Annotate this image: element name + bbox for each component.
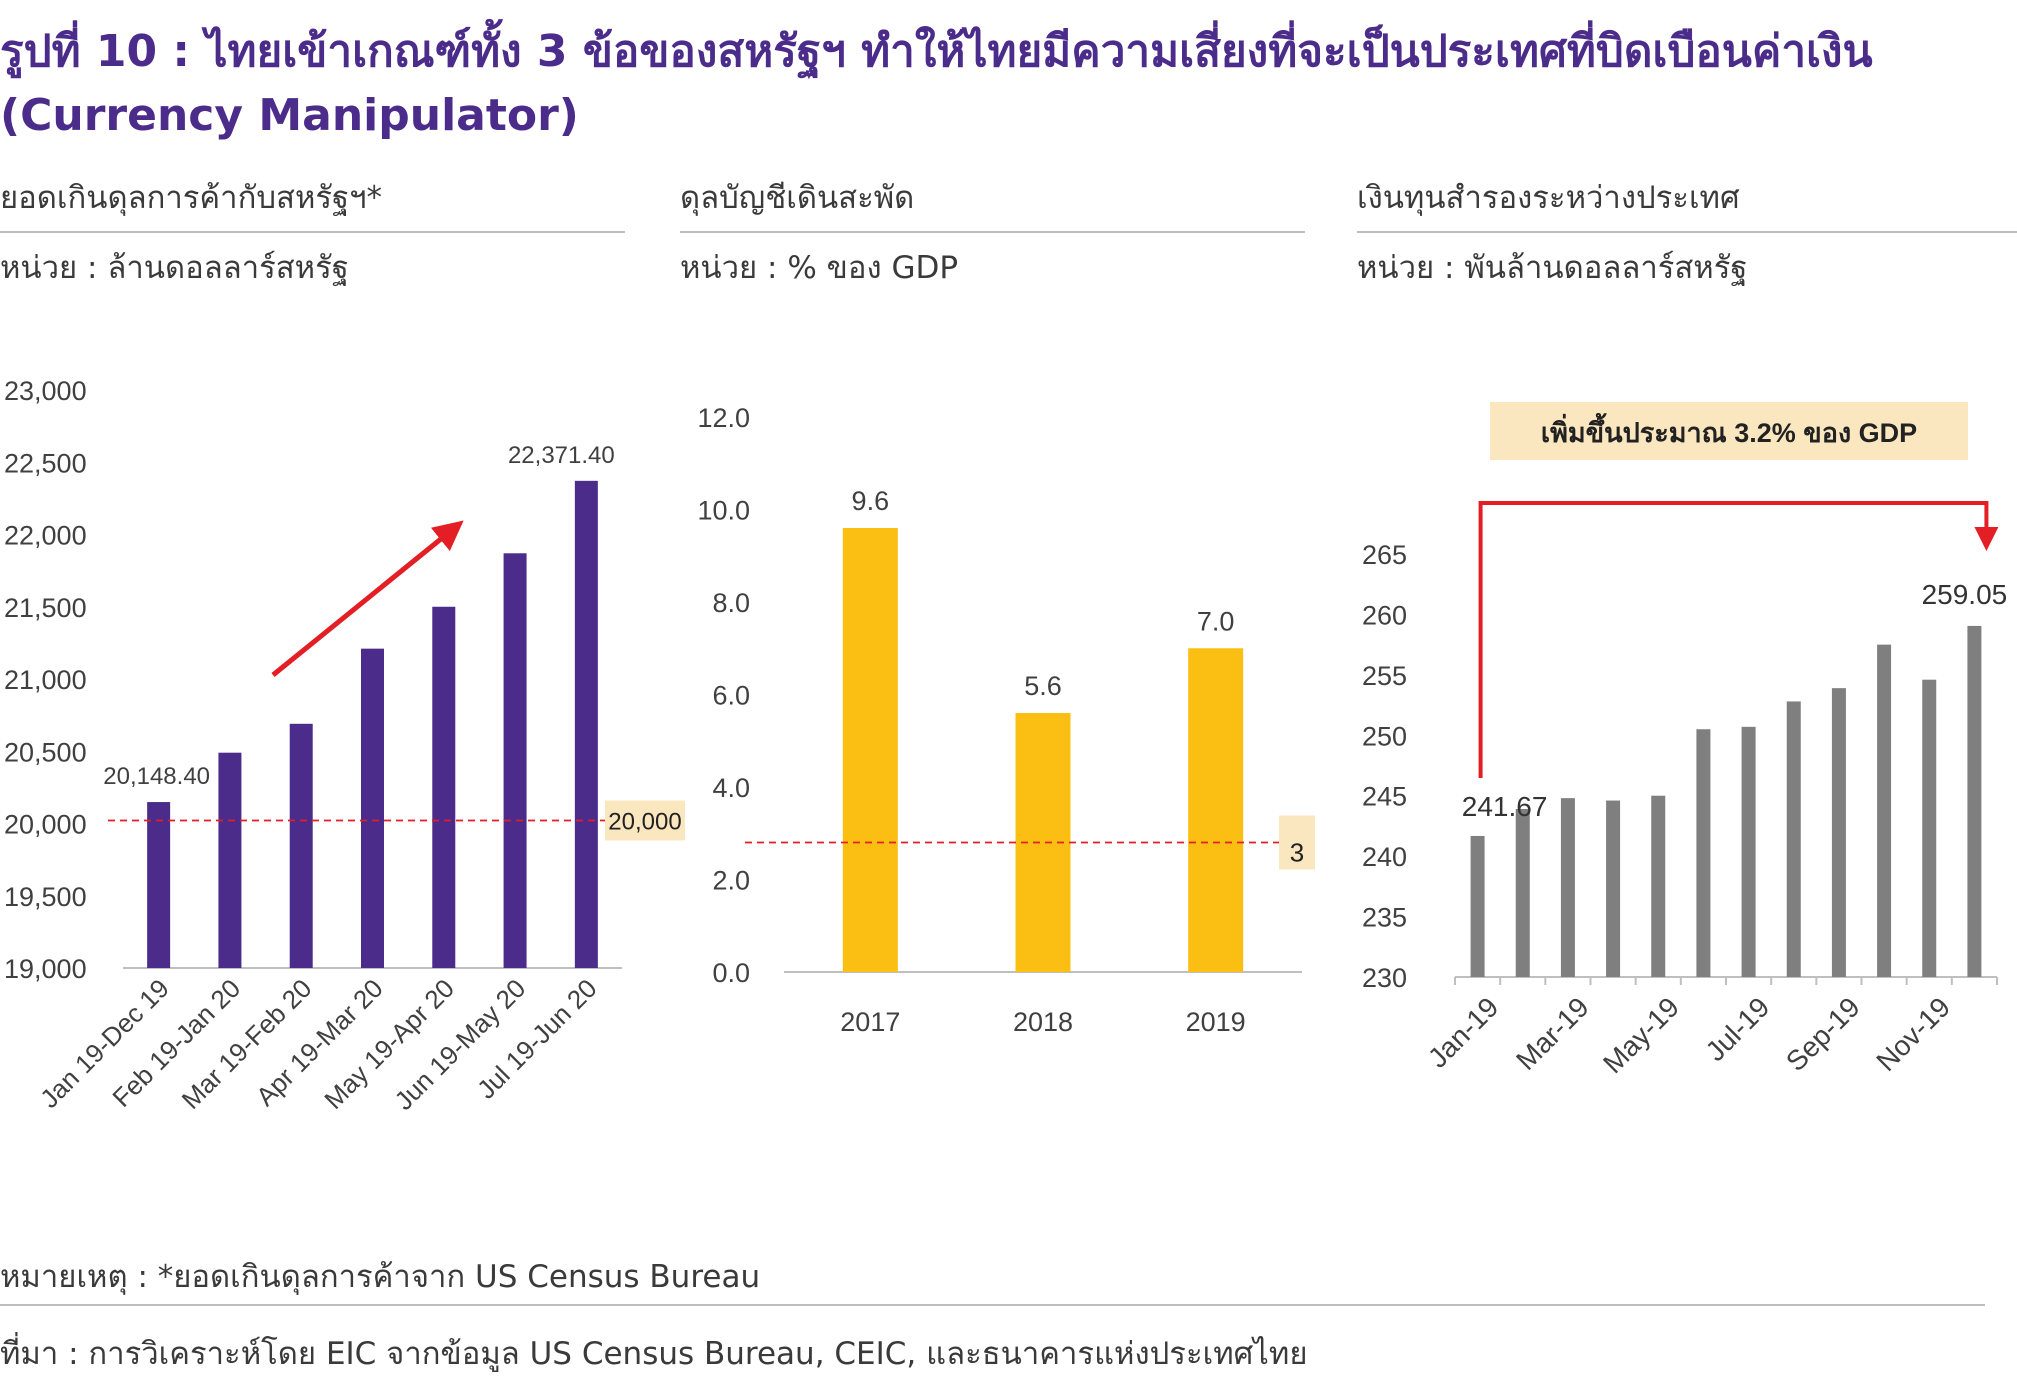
footnote-note: หมายเหตุ : *ยอดเกินดุลการค้าจาก US Censu… xyxy=(0,1259,761,1295)
chart2-y-tick: 0.0 xyxy=(712,958,750,988)
chart3-x-tick: Nov-19 xyxy=(1870,991,1956,1077)
chart3-bar xyxy=(1922,679,1937,977)
footnote-source: ที่มา : การวิเคราะห์โดย EIC จากข้อมูล US… xyxy=(0,1336,1308,1372)
panel1-unit: หน่วย : ล้านดอลลาร์สหรัฐ xyxy=(0,250,349,286)
panel2-title: ดุลบัญชีเดินสะพัด xyxy=(680,180,915,216)
chart1-bar xyxy=(289,723,313,968)
panel2-rule xyxy=(680,231,1305,233)
chart2-threshold-label: 3 xyxy=(1290,838,1304,868)
panel3-rule xyxy=(1357,231,2017,233)
chart2-y-tick: 10.0 xyxy=(697,496,750,526)
chart3-y-tick: 230 xyxy=(1362,963,1407,993)
chart3-y-tick: 255 xyxy=(1362,661,1407,691)
chart3-bar xyxy=(1877,644,1892,977)
chart1-bar xyxy=(574,480,598,968)
chart3-x-tick: Jul-19 xyxy=(1700,991,1776,1067)
trade-surplus-chart: 19,000 19,500 20,000 20,500 21,000 21,500 22,0… xyxy=(4,376,685,1116)
chart3-bar xyxy=(1696,729,1711,977)
chart1-bar xyxy=(432,606,456,968)
panel3-title: เงินทุนสำรองระหว่างประเทศ xyxy=(1357,180,1740,216)
chart2-bar xyxy=(842,528,898,972)
panel1-title: ยอดเกินดุลการค้ากับสหรัฐฯ* xyxy=(0,180,383,216)
chart2-value-label: 7.0 xyxy=(1197,606,1235,636)
chart1-y-tick: 20,000 xyxy=(4,810,87,840)
chart2-bar xyxy=(1188,648,1244,972)
chart2-value-label: 5.6 xyxy=(1024,671,1062,701)
chart3-x-tick: Mar-19 xyxy=(1510,991,1595,1076)
reserves-chart: 230 235 240 245 250 255 260 265 Jan-19 Mar-19 May-… xyxy=(1362,402,2007,1079)
chart1-y-tick: 19,500 xyxy=(4,882,87,912)
figure-title-line1: รูปที่ 10 : ไทยเข้าเกณฑ์ทั้ง 3 ข้อของสหร… xyxy=(0,26,1873,77)
chart3-y-tick: 245 xyxy=(1362,782,1407,812)
panel3-unit: หน่วย : พันล้านดอลลาร์สหรัฐ xyxy=(1357,250,1748,286)
chart2-x-tick: 2017 xyxy=(840,1007,900,1037)
chart2-x-tick: 2019 xyxy=(1186,1007,1246,1037)
chart3-y-tick: 235 xyxy=(1362,903,1407,933)
chart3-x-tick: May-19 xyxy=(1597,991,1685,1079)
current-account-chart: 0.0 2.0 4.0 6.0 8.0 10.0 12.0 9.6 2017 5.6 2018 7.0… xyxy=(697,403,1315,1037)
chart2-value-label: 9.6 xyxy=(852,486,890,516)
chart1-trend-arrow xyxy=(271,520,464,677)
chart1-data-label-last: 22,371.40 xyxy=(508,442,615,469)
chart2-y-tick: 4.0 xyxy=(712,773,750,803)
chart2-threshold-box xyxy=(1279,815,1315,870)
chart1-bar xyxy=(147,802,171,968)
chart1-threshold-label: 20,000 xyxy=(608,809,681,836)
chart3-bar xyxy=(1606,800,1621,977)
chart3-bar xyxy=(1786,701,1801,977)
chart1-bar xyxy=(361,648,384,968)
chart3-annotation-text: เพิ่มขึ้นประมาณ 3.2% ของ GDP xyxy=(1541,412,1917,448)
chart1-threshold-box xyxy=(605,800,685,841)
chart1-y-tick: 22,500 xyxy=(4,448,87,478)
chart1-y-tick: 23,000 xyxy=(4,376,87,406)
chart3-annotation-box xyxy=(1490,402,1968,460)
chart2-x-tick: 2018 xyxy=(1013,1007,1073,1037)
chart1-y-tick: 22,000 xyxy=(4,521,87,551)
chart3-y-tick: 250 xyxy=(1362,721,1407,751)
figure-title: รูปที่ 10 : ไทยเข้าเกณฑ์ทั้ง 3 ข้อของสหร… xyxy=(0,20,2000,148)
chart3-bar xyxy=(1651,795,1666,977)
chart1-y-tick: 19,000 xyxy=(4,954,87,984)
chart3-bar xyxy=(1967,625,1982,977)
chart3-bracket-arrow xyxy=(1478,501,1999,778)
chart1-y-tick: 21,000 xyxy=(4,665,87,695)
chart2-y-tick: 2.0 xyxy=(712,866,750,896)
chart3-bar xyxy=(1560,798,1575,977)
chart3-y-tick: 265 xyxy=(1362,540,1407,570)
chart3-data-label-first: 241.67 xyxy=(1462,791,1548,822)
footnote-rule xyxy=(0,1304,1985,1306)
chart1-bar xyxy=(218,752,242,968)
chart2-y-tick: 8.0 xyxy=(712,588,750,618)
chart3-bar xyxy=(1741,726,1756,977)
chart1-bar xyxy=(503,553,527,968)
chart3-x-tick: Jan-19 xyxy=(1422,991,1504,1073)
chart3-bar xyxy=(1515,809,1530,977)
chart3-data-label-last: 259.05 xyxy=(1922,579,2008,610)
chart1-y-tick: 21,500 xyxy=(4,593,87,623)
chart2-y-tick: 6.0 xyxy=(712,681,750,711)
chart1-x-tick: Apr 19-Mar 20 xyxy=(250,973,389,1112)
chart3-x-tick: Sep-19 xyxy=(1780,991,1866,1077)
chart3-bar xyxy=(1831,688,1846,977)
chart1-y-tick: 20,500 xyxy=(4,737,87,767)
chart3-bar xyxy=(1470,835,1485,977)
chart2-y-tick: 12.0 xyxy=(697,403,750,433)
chart3-y-tick: 240 xyxy=(1362,842,1407,872)
figure-title-line2: (Currency Manipulator) xyxy=(0,90,579,141)
panel1-rule xyxy=(0,231,625,233)
chart3-y-tick: 260 xyxy=(1362,600,1407,630)
panel2-unit: หน่วย : % ของ GDP xyxy=(680,250,959,286)
chart1-data-label-first: 20,148.40 xyxy=(103,763,210,790)
